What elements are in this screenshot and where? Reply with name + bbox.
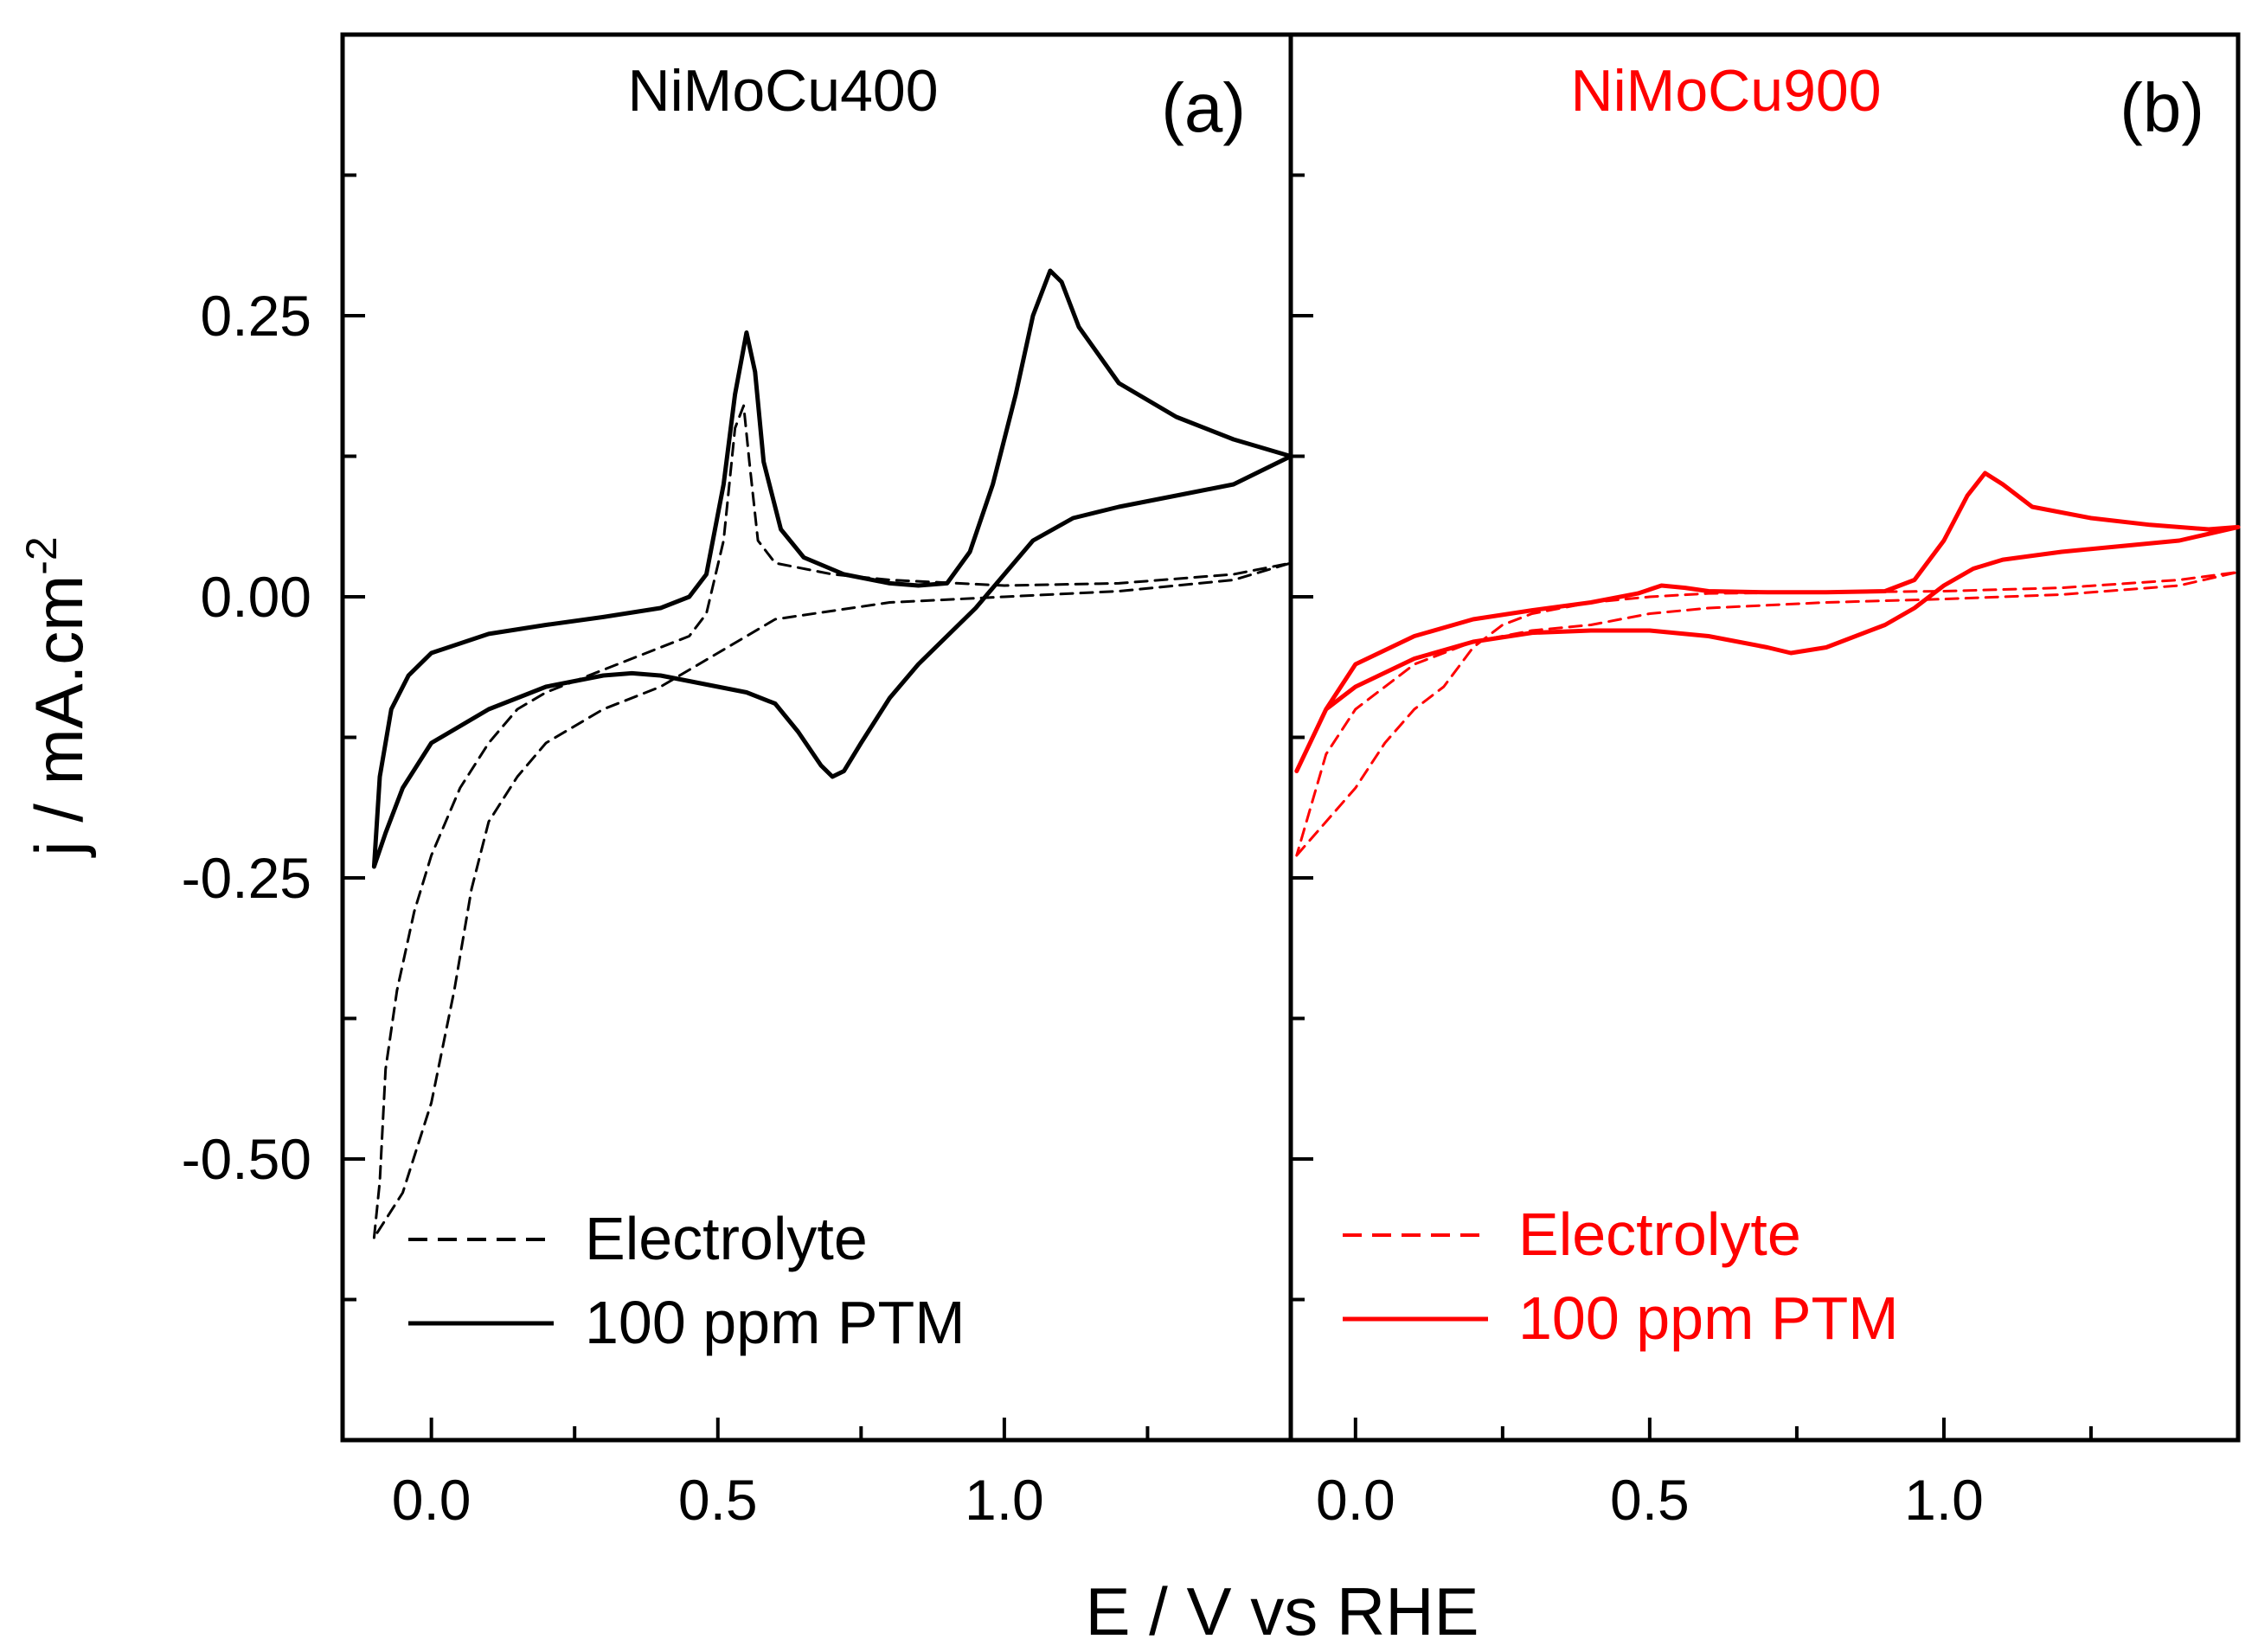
- y-tick-label: -0.50: [182, 1127, 311, 1191]
- x-tick-label: 0.5: [1610, 1468, 1690, 1532]
- y-tick-label: 0.00: [201, 565, 311, 629]
- y-tick-label: 0.25: [201, 284, 311, 348]
- panel-a-curves: [371, 268, 1293, 1239]
- panel-b: 0.0 0.5 1.0 NiMoCu900 (b) Electrolyte 100 …: [1288, 32, 2241, 1532]
- legend-label-ptm: 100 ppm PTM: [1518, 1284, 1899, 1352]
- electrolyte-curve: [1295, 570, 2240, 857]
- x-axis-label: E / V vs RHE: [1085, 1573, 1479, 1649]
- panel-a-letter: (a): [1161, 69, 1246, 146]
- legend-label-electrolyte: Electrolyte: [1518, 1201, 1801, 1268]
- panel-a: 0.25 0.00 -0.25 -0.50 0.0 0.5 1.0 NiMoCu400 (…: [182, 32, 1293, 1532]
- x-tick-label: 0.0: [1316, 1468, 1395, 1532]
- panel-a-ticks: [343, 173, 1150, 1440]
- panel-a-x-tick-labels: 0.0 0.5 1.0: [392, 1468, 1044, 1532]
- panel-b-ticks: [1291, 173, 2093, 1440]
- panel-b-curves: [1294, 471, 2241, 857]
- ptm-curve: [371, 268, 1293, 869]
- y-tick-labels: 0.25 0.00 -0.25 -0.50: [182, 284, 311, 1191]
- panel-b-legend: Electrolyte 100 ppm PTM: [1343, 1201, 1899, 1352]
- legend-label-electrolyte: Electrolyte: [585, 1205, 868, 1272]
- electrolyte-curve: [372, 404, 1293, 1239]
- x-tick-label: 1.0: [1904, 1468, 1984, 1532]
- panel-a-title: NiMoCu400: [627, 58, 938, 124]
- legend-label-ptm: 100 ppm PTM: [585, 1289, 965, 1356]
- panel-b-x-tick-labels: 0.0 0.5 1.0: [1316, 1468, 1984, 1532]
- panel-a-legend: Electrolyte 100 ppm PTM: [408, 1205, 965, 1356]
- panel-b-letter: (b): [2120, 69, 2204, 146]
- y-axis-label: j / mA.cm-2: [17, 536, 97, 857]
- x-tick-label: 0.0: [392, 1468, 471, 1532]
- x-tick-label: 0.5: [678, 1468, 758, 1532]
- panel-b-title: NiMoCu900: [1570, 58, 1881, 124]
- ptm-curve: [1294, 471, 2241, 773]
- x-tick-label: 1.0: [965, 1468, 1044, 1532]
- y-tick-label: -0.25: [182, 846, 311, 910]
